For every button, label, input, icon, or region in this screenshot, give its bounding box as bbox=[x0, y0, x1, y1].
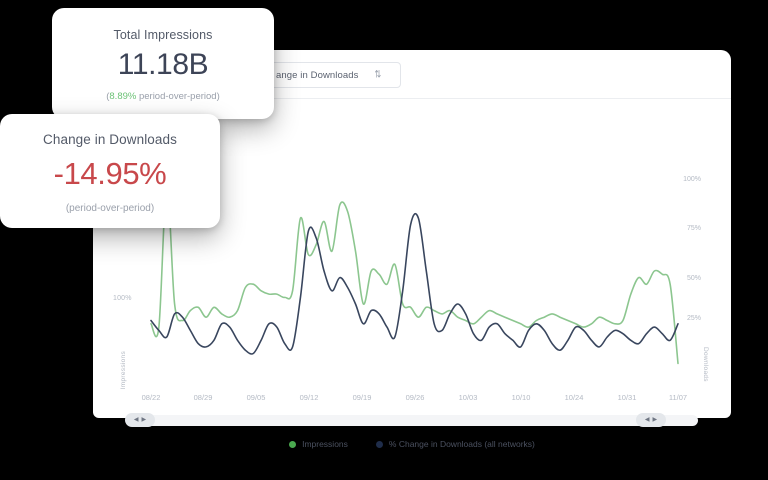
chart-scroll-handle-left[interactable]: ◀ ▶ bbox=[125, 413, 155, 427]
x-tick-6: 10/03 bbox=[458, 393, 478, 402]
chart-scroll-track[interactable] bbox=[128, 415, 698, 426]
y-axis-right-tick-100: 100% bbox=[683, 176, 701, 183]
chevron-updown-icon: ⇅ bbox=[374, 68, 382, 80]
metric-card-delta: (8.89% period-over-period) bbox=[52, 91, 274, 102]
x-tick-9: 10/31 bbox=[617, 393, 637, 402]
arrow-right-icon: ▶ bbox=[652, 417, 658, 423]
metric-card-total-impressions: Total Impressions 11.18B (8.89% period-o… bbox=[52, 8, 274, 119]
x-tick-4: 09/19 bbox=[352, 393, 372, 402]
x-tick-3: 09/12 bbox=[299, 393, 319, 402]
x-tick-10: 11/07 bbox=[668, 393, 688, 402]
legend-dot-icon bbox=[375, 440, 383, 448]
x-tick-5: 09/26 bbox=[405, 393, 425, 402]
metric-card-value: -14.95% bbox=[53, 156, 167, 191]
legend-label: % Change in Downloads (all networks) bbox=[388, 439, 535, 449]
chart-area: 100% Impressions 100% 75% 50% 25% Downlo… bbox=[93, 99, 731, 449]
legend-item-change-in-downloads[interactable]: % Change in Downloads (all networks) bbox=[375, 439, 535, 449]
chart-legend: Impressions % Change in Downloads (all n… bbox=[93, 439, 731, 449]
x-axis-ticks: 08/22 08/29 09/05 09/12 09/19 09/26 10/0… bbox=[93, 393, 731, 407]
panel-header: ange in Downloads ⇅ bbox=[93, 50, 731, 99]
metric-select-value: ange in Downloads bbox=[276, 69, 359, 81]
arrow-right-icon: ▶ bbox=[141, 417, 147, 423]
arrow-left-icon: ◀ bbox=[644, 417, 650, 423]
y-axis-right-tick-50: 50% bbox=[686, 275, 701, 282]
delta-percent: 8.89% bbox=[109, 91, 137, 102]
y-axis-left-tick-100: 100% bbox=[113, 295, 132, 302]
metric-card-title: Total Impressions bbox=[113, 28, 213, 42]
y-axis-right-tick-25: 25% bbox=[686, 315, 701, 322]
x-tick-0: 08/22 bbox=[141, 393, 161, 402]
arrow-left-icon: ◀ bbox=[133, 417, 139, 423]
dashboard-panel: ange in Downloads ⇅ 100% Impressions 100… bbox=[93, 50, 731, 449]
metric-card-value: 11.18B bbox=[117, 48, 209, 81]
legend-dot-icon bbox=[289, 440, 297, 448]
metric-card-title: Change in Downloads bbox=[43, 132, 177, 147]
chart-scroll-handle-right[interactable]: ◀ ▶ bbox=[636, 413, 666, 427]
chart-plot bbox=[150, 184, 679, 365]
series-line-change-in-downloads bbox=[150, 212, 679, 355]
metric-card-change-in-downloads: Change in Downloads -14.95% (period-over… bbox=[0, 114, 220, 228]
x-tick-8: 10/24 bbox=[564, 393, 584, 402]
metric-select-dropdown[interactable]: ange in Downloads ⇅ bbox=[265, 62, 401, 88]
legend-label: Impressions bbox=[302, 439, 348, 449]
legend-item-impressions[interactable]: Impressions bbox=[289, 439, 348, 449]
metric-card-subtitle: (period-over-period) bbox=[65, 203, 155, 214]
x-tick-1: 08/29 bbox=[193, 393, 213, 402]
x-tick-2: 09/05 bbox=[246, 393, 266, 402]
x-tick-7: 10/10 bbox=[511, 393, 531, 402]
delta-suffix: period-over-period) bbox=[136, 91, 220, 102]
y-axis-right-title: Downloads bbox=[702, 347, 709, 382]
series-line-impressions bbox=[150, 184, 679, 365]
y-axis-right-tick-75: 75% bbox=[686, 225, 701, 232]
delta-paren-open: ( bbox=[106, 91, 110, 102]
